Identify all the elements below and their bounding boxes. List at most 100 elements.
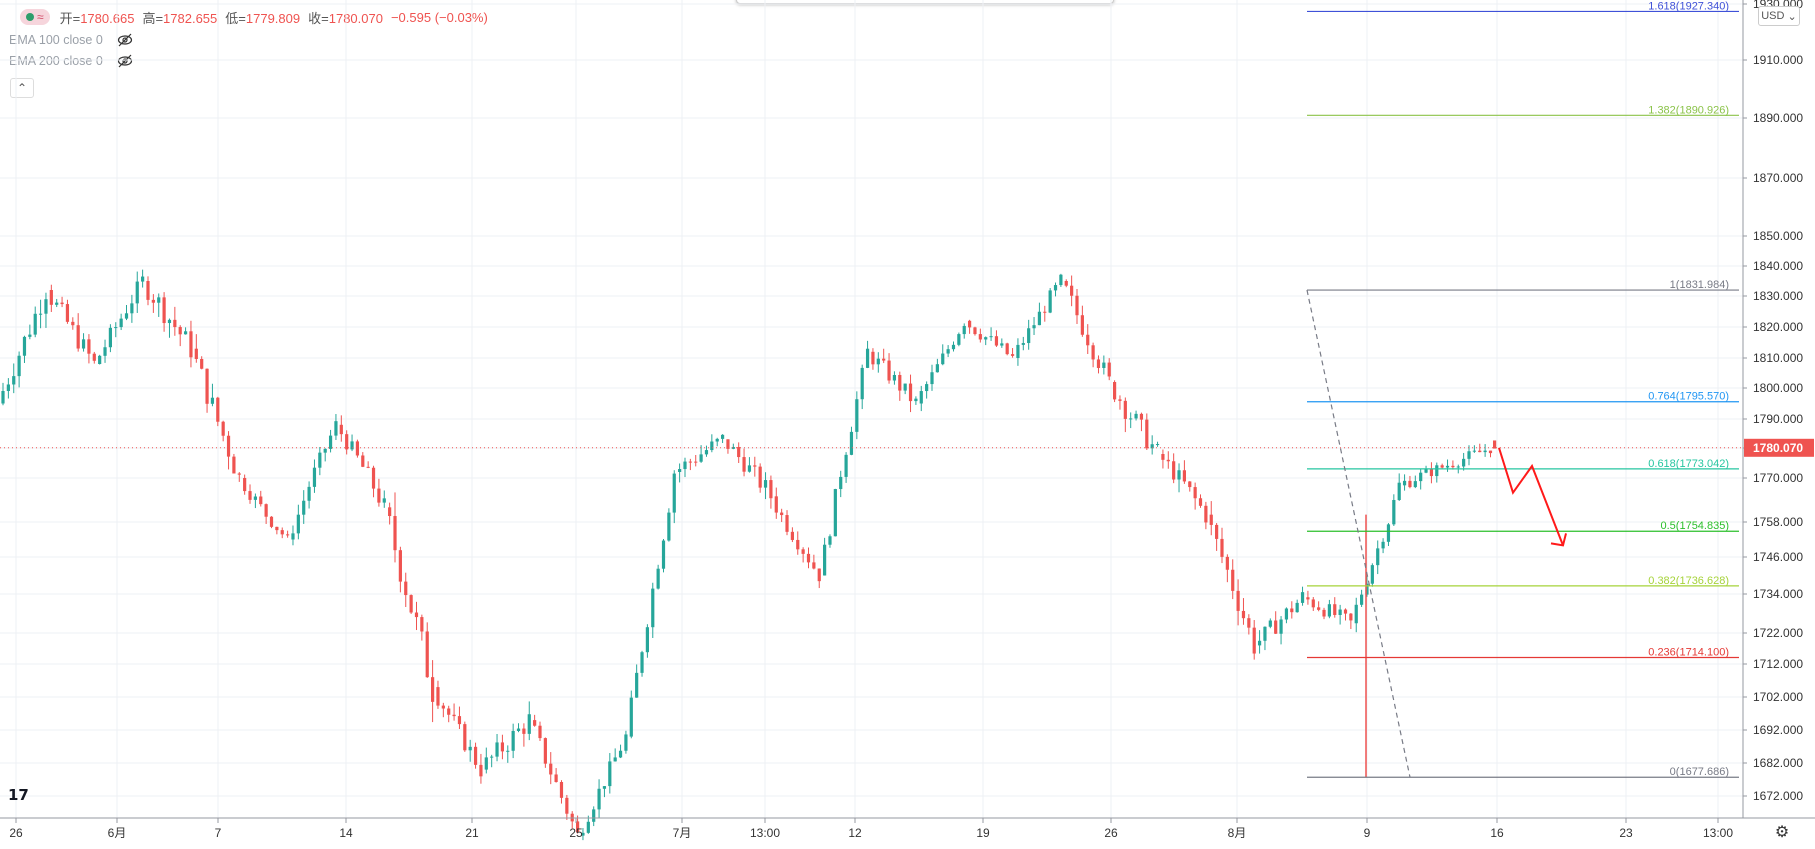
candle-body — [1386, 524, 1391, 542]
candle-body — [135, 281, 139, 304]
candle-body — [527, 714, 531, 734]
candle-body — [1354, 604, 1358, 624]
candle-body — [1225, 556, 1229, 570]
candle-body — [398, 550, 402, 582]
market-status-pill[interactable]: ≈ — [20, 9, 50, 25]
price-tick-label: 1850.000 — [1753, 229, 1803, 243]
last-price-label: 1780.070 — [1753, 441, 1803, 455]
candle-body — [44, 299, 48, 314]
candle-body — [1016, 344, 1020, 358]
candle-body — [1435, 465, 1439, 477]
eye-off-icon[interactable] — [117, 33, 133, 47]
candle-body — [1231, 569, 1235, 591]
candle-body — [597, 788, 601, 810]
candle-body — [490, 756, 494, 758]
candle-body — [694, 461, 698, 463]
candle-body — [554, 774, 558, 783]
price-tick-label: 1770.000 — [1753, 471, 1803, 485]
indicator-ema-100[interactable]: EMA 100 close 0 — [9, 33, 133, 47]
candle-body — [565, 797, 569, 814]
time-tick-label: 7月 — [673, 826, 692, 840]
price-tick-label: 1840.000 — [1753, 259, 1803, 273]
candle-body — [635, 672, 639, 698]
candle-body — [1123, 400, 1127, 419]
candle-body — [237, 473, 241, 475]
candle-body — [420, 617, 424, 632]
price-tick-label: 1930.000 — [1753, 0, 1803, 11]
candle-body — [1257, 640, 1262, 646]
fib-level-label: 0.236(1714.100) — [1648, 646, 1729, 658]
candle-body — [409, 595, 413, 613]
candle-body — [892, 374, 897, 381]
candle-body — [1424, 468, 1428, 473]
arrow-head-icon — [1550, 533, 1567, 547]
candle-body — [1027, 328, 1031, 344]
candle-body — [1343, 609, 1348, 614]
candle-body — [833, 489, 837, 537]
candle-body — [1080, 315, 1084, 335]
candle-body — [581, 832, 585, 836]
indicator-label: EMA 200 close 0 — [9, 54, 103, 68]
wave-icon: ≈ — [37, 10, 44, 24]
eye-off-icon[interactable] — [117, 54, 133, 68]
candle-body — [146, 281, 150, 300]
candle-body — [1241, 610, 1246, 619]
currency-selector[interactable]: USD ⌄ — [1758, 6, 1800, 26]
candle-body — [1451, 465, 1455, 468]
candle-body — [350, 441, 354, 450]
candle-body — [1070, 285, 1074, 296]
candle-body — [618, 750, 623, 758]
candle-body — [291, 533, 295, 540]
candle-body — [355, 441, 360, 456]
close-value: 收=1780.070 — [308, 10, 383, 26]
gear-icon[interactable]: ⚙ — [1774, 824, 1790, 841]
price-tick-label: 1830.000 — [1753, 289, 1803, 303]
candle-body — [414, 612, 419, 618]
candle-body — [1193, 487, 1197, 499]
candlestick-series — [0, 269, 1743, 841]
candle-body — [1392, 499, 1396, 525]
candle-body — [382, 498, 386, 503]
candle-body — [1247, 618, 1251, 628]
price-tick-label: 1810.000 — [1753, 351, 1803, 365]
candle-body — [441, 705, 445, 709]
indicator-ema-200[interactable]: EMA 200 close 0 — [9, 54, 133, 68]
candle-body — [275, 526, 279, 531]
candle-body — [908, 383, 913, 402]
candle-body — [678, 469, 682, 472]
tradingview-logo-icon[interactable]: 𝟭𝟳 — [8, 786, 29, 804]
candle-body — [522, 728, 526, 734]
last-price-marker — [1744, 438, 1814, 457]
candle-body — [334, 421, 338, 436]
fib-level-label: 1(1831.984) — [1670, 279, 1729, 291]
candle-body — [608, 761, 612, 787]
candle-body — [1010, 354, 1015, 356]
candle-body — [1059, 274, 1063, 286]
candle-body — [98, 355, 102, 364]
candle-body — [1043, 311, 1047, 313]
candle-body — [919, 391, 923, 404]
candle-body — [1419, 472, 1423, 482]
candle-body — [1408, 480, 1412, 488]
candle-body — [221, 421, 225, 436]
candle-body — [726, 439, 730, 449]
candle-body — [817, 568, 821, 582]
candle-body — [812, 562, 816, 569]
candle-body — [785, 515, 789, 532]
candle-body — [1376, 548, 1380, 566]
candle-body — [1166, 459, 1170, 462]
candle-body — [1236, 590, 1240, 611]
candle-body — [312, 467, 317, 487]
candle-body — [989, 336, 993, 338]
candle-body — [1032, 325, 1036, 329]
candle-body — [1048, 290, 1052, 313]
candle-body — [1112, 382, 1117, 400]
price-tick-label: 1820.000 — [1753, 320, 1803, 334]
candle-body — [742, 457, 746, 472]
candle-body — [12, 376, 16, 385]
candle-body — [1161, 454, 1165, 460]
candle-body — [624, 734, 628, 751]
candle-body — [661, 540, 666, 569]
candle-body — [1, 390, 5, 404]
